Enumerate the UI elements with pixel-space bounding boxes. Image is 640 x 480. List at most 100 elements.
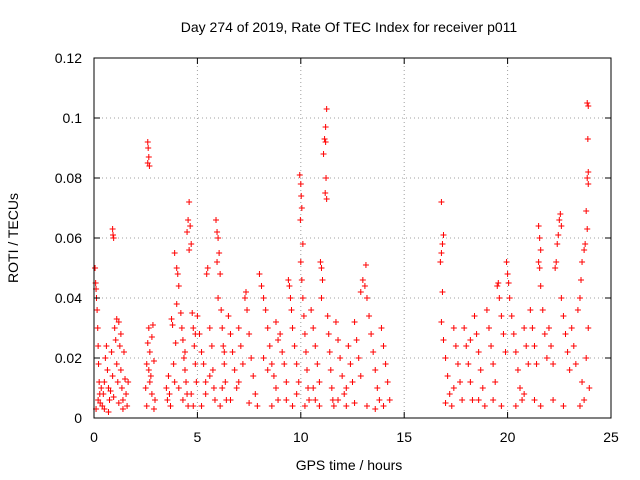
- data-point: [231, 367, 238, 373]
- data-point: [442, 400, 449, 406]
- data-point: [254, 403, 261, 409]
- data-point: [442, 355, 449, 361]
- data-point: [219, 385, 226, 391]
- data-point: [328, 385, 335, 391]
- data-point: [327, 367, 334, 373]
- data-point: [504, 271, 511, 277]
- data-point: [105, 409, 112, 415]
- data-point: [152, 397, 159, 403]
- data-point: [552, 265, 559, 271]
- data-point: [586, 385, 593, 391]
- data-point: [171, 379, 178, 385]
- data-point: [275, 337, 282, 343]
- data-point: [293, 391, 300, 397]
- data-point: [531, 343, 538, 349]
- data-point: [322, 139, 329, 145]
- data-point: [558, 223, 565, 229]
- data-point: [500, 331, 507, 337]
- data-point: [264, 367, 271, 373]
- data-point: [301, 331, 308, 337]
- data-point: [125, 379, 132, 385]
- data-point: [191, 343, 198, 349]
- data-point: [295, 379, 302, 385]
- data-point: [481, 403, 488, 409]
- data-point: [539, 307, 546, 313]
- data-point: [173, 265, 180, 271]
- data-point: [317, 259, 324, 265]
- data-point: [186, 199, 193, 205]
- data-point: [382, 361, 389, 367]
- data-point: [102, 355, 109, 361]
- data-point: [100, 391, 107, 397]
- data-point: [576, 403, 583, 409]
- data-point: [98, 385, 105, 391]
- data-point: [357, 289, 364, 295]
- data-point: [384, 379, 391, 385]
- data-point: [266, 343, 273, 349]
- data-point: [473, 331, 480, 337]
- data-point: [94, 307, 101, 313]
- data-point: [217, 271, 224, 277]
- data-point: [312, 397, 319, 403]
- data-point: [272, 385, 279, 391]
- data-point: [235, 325, 242, 331]
- data-point: [483, 307, 490, 313]
- data-point: [353, 337, 360, 343]
- data-point: [582, 241, 589, 247]
- data-point: [143, 403, 150, 409]
- data-point: [557, 211, 564, 217]
- data-point: [537, 247, 544, 253]
- data-point: [198, 403, 205, 409]
- data-point: [256, 271, 263, 277]
- data-point: [454, 361, 461, 367]
- data-point: [343, 403, 350, 409]
- data-point: [109, 226, 116, 232]
- data-point: [463, 343, 470, 349]
- data-point: [202, 391, 209, 397]
- data-point: [109, 373, 116, 379]
- data-point: [181, 349, 188, 355]
- data-point: [213, 217, 220, 223]
- data-point: [533, 361, 540, 367]
- data-point: [221, 349, 228, 355]
- data-point: [378, 325, 385, 331]
- data-point: [175, 283, 182, 289]
- data-point: [332, 319, 339, 325]
- data-point: [188, 391, 195, 397]
- data-point: [316, 403, 323, 409]
- y-tick-label: 0: [74, 410, 82, 426]
- data-point: [180, 355, 187, 361]
- data-point: [260, 295, 267, 301]
- data-point: [438, 319, 445, 325]
- data-point: [173, 301, 180, 307]
- data-point: [579, 259, 586, 265]
- data-point: [335, 337, 342, 343]
- data-point: [527, 307, 534, 313]
- data-point: [117, 331, 124, 337]
- data-point: [485, 325, 492, 331]
- data-point: [581, 397, 588, 403]
- data-point: [148, 334, 155, 340]
- data-point: [366, 313, 373, 319]
- data-point: [190, 325, 197, 331]
- data-point: [150, 406, 157, 412]
- data-point: [578, 277, 585, 283]
- data-point: [579, 379, 586, 385]
- data-point: [233, 385, 240, 391]
- data-point: [581, 247, 588, 253]
- data-point: [95, 361, 102, 367]
- data-point: [330, 403, 337, 409]
- data-point: [268, 403, 275, 409]
- data-points: [92, 100, 593, 415]
- data-point: [143, 361, 150, 367]
- data-point: [144, 139, 151, 145]
- data-point: [351, 319, 358, 325]
- data-point: [302, 349, 309, 355]
- data-point: [495, 280, 502, 286]
- data-point: [475, 397, 482, 403]
- data-point: [260, 355, 267, 361]
- y-tick-label: 0.06: [55, 230, 82, 246]
- data-point: [208, 343, 215, 349]
- data-point: [178, 325, 185, 331]
- data-point: [370, 349, 377, 355]
